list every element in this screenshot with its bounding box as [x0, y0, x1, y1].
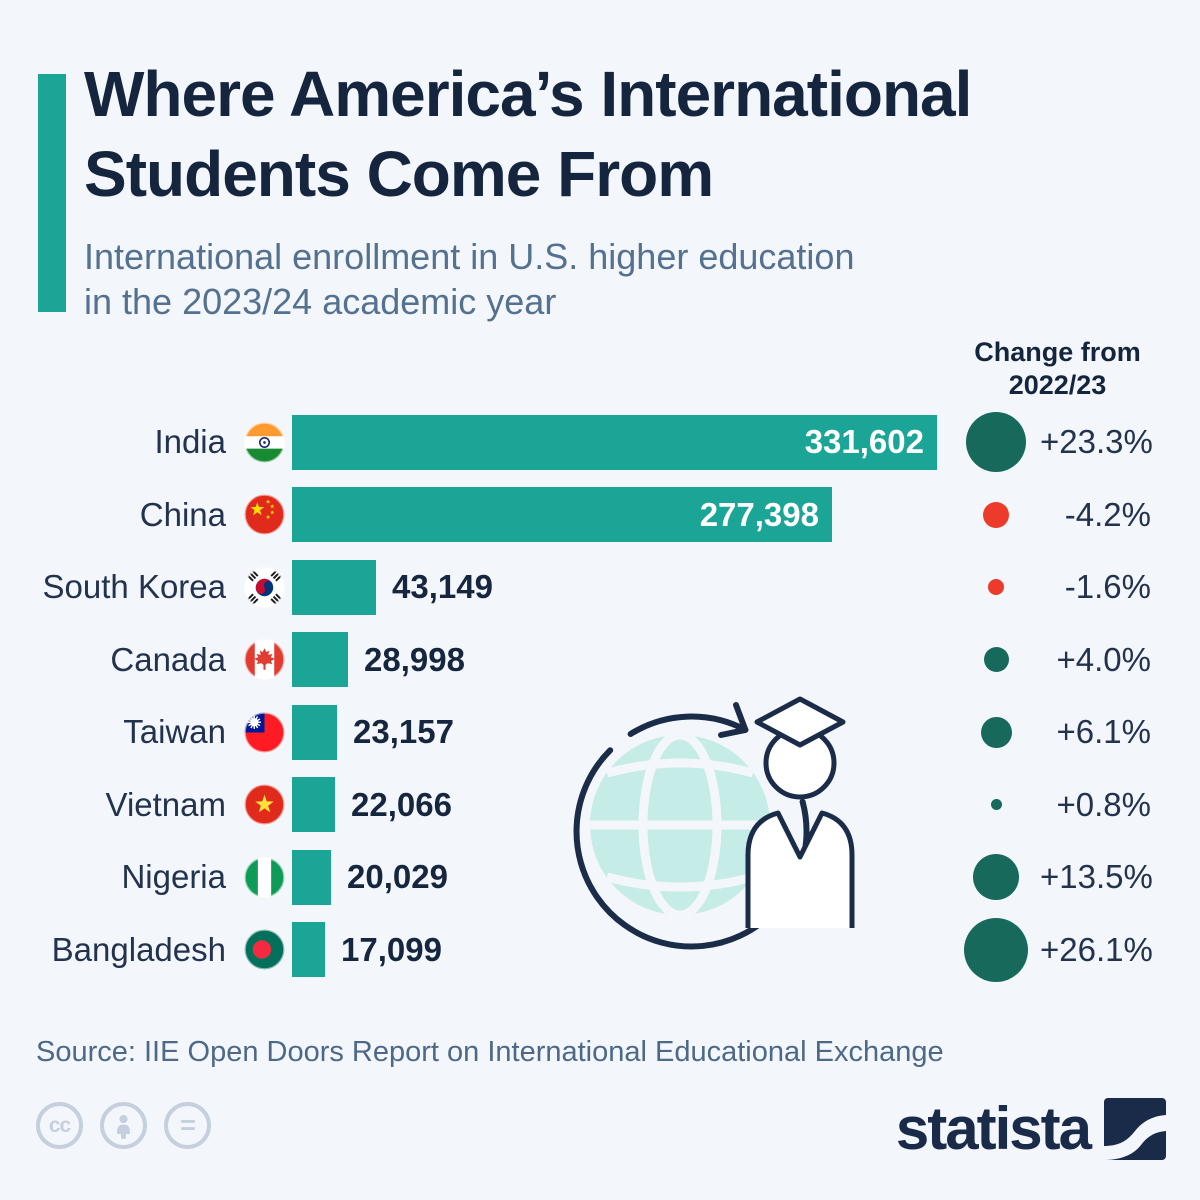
value-label: 17,099: [341, 930, 442, 968]
chart-row: Nigeria 20,029 +13.5%: [36, 841, 1198, 914]
flag-south-korea-icon: [236, 567, 292, 608]
change-column-header: Change from 2022/23: [974, 337, 1141, 400]
value-bar: [292, 559, 376, 615]
country-label: Canada: [110, 640, 226, 678]
value-bar: [292, 777, 335, 833]
change-dot: [952, 696, 1040, 769]
value-label: 43,149: [392, 568, 493, 606]
value-bar: [292, 922, 325, 978]
change-label: +4.0%: [1056, 640, 1152, 678]
change-dot: [952, 406, 1040, 479]
country-label: Vietnam: [105, 785, 226, 823]
value-bar: 277,398: [292, 487, 832, 543]
value-label: 20,029: [347, 858, 448, 896]
country-label: Bangladesh: [51, 930, 226, 968]
flag-china-icon: [236, 494, 292, 535]
statista-mark-icon: [1104, 1097, 1166, 1160]
value-bar: 331,602: [292, 414, 937, 470]
statista-logo[interactable]: statista: [896, 1094, 1166, 1163]
chart-rows: India 331,602 +23.3% China 277,398: [36, 406, 1198, 986]
change-dot: [952, 914, 1040, 987]
value-label: 23,157: [353, 713, 454, 751]
source-text: Source: IIE Open Doors Report on Interna…: [36, 1036, 944, 1068]
flag-vietnam-icon: [236, 784, 292, 825]
change-label: +0.8%: [1056, 785, 1152, 823]
flag-bangladesh-icon: [236, 929, 292, 970]
value-label: 331,602: [804, 423, 924, 461]
attribution-icon[interactable]: [100, 1102, 147, 1149]
value-label: 277,398: [699, 495, 819, 533]
chart-row: Taiwan 23,157 +6.1%: [36, 696, 1198, 769]
title-accent-bar: [38, 74, 66, 312]
value-bar: [292, 704, 337, 760]
bar-track: 23,157: [292, 704, 952, 760]
flag-canada-icon: [236, 639, 292, 680]
change-dot: [952, 551, 1040, 624]
change-dot: [952, 479, 1040, 552]
person-icon: [117, 1115, 130, 1139]
country-label: Taiwan: [123, 713, 226, 751]
value-bar: [292, 849, 331, 905]
bar-track: 20,029: [292, 849, 952, 905]
bar-track: 22,066: [292, 777, 952, 833]
license-icons: cc =: [36, 1102, 211, 1149]
flag-taiwan-icon: [236, 712, 292, 753]
country-label: India: [154, 423, 226, 461]
value-label: 22,066: [351, 785, 452, 823]
change-label: -1.6%: [1064, 568, 1151, 606]
chart-row: South Korea 43,149 -1.6%: [36, 551, 1198, 624]
change-label: +26.1%: [1040, 930, 1153, 968]
change-dot: [952, 624, 1040, 697]
value-bar: [292, 632, 348, 688]
cc-icon[interactable]: cc: [36, 1102, 83, 1149]
change-label: +23.3%: [1040, 423, 1153, 461]
country-label: South Korea: [42, 568, 226, 606]
page-subtitle: International enrollment in U.S. higher …: [84, 236, 855, 322]
bar-track: 17,099: [292, 922, 952, 978]
change-label: +6.1%: [1056, 713, 1152, 751]
change-label: +13.5%: [1040, 858, 1153, 896]
bar-track: 28,998: [292, 632, 952, 688]
page-title: Where America’s International Students C…: [84, 58, 972, 210]
change-dot: [952, 769, 1040, 842]
value-label: 28,998: [364, 640, 465, 678]
change-dot: [952, 841, 1040, 914]
flag-nigeria-icon: [236, 857, 292, 898]
bar-track: 43,149: [292, 559, 952, 615]
country-label: Nigeria: [121, 858, 226, 896]
chart-row: Bangladesh 17,099 +26.1%: [36, 914, 1198, 987]
bar-track: 277,398: [292, 487, 952, 543]
flag-india-icon: [236, 422, 292, 463]
statista-wordmark: statista: [895, 1095, 1092, 1162]
bar-track: 331,602: [292, 414, 952, 470]
chart-row: India 331,602 +23.3%: [36, 406, 1198, 479]
chart-row: China 277,398 -4.2%: [36, 479, 1198, 552]
no-derivatives-icon[interactable]: =: [164, 1102, 211, 1149]
change-label: -4.2%: [1064, 495, 1151, 533]
chart-row: Vietnam 22,066 +0.8%: [36, 769, 1198, 842]
chart-row: Canada 28,998 +4.0%: [36, 624, 1198, 697]
country-label: China: [139, 495, 226, 533]
